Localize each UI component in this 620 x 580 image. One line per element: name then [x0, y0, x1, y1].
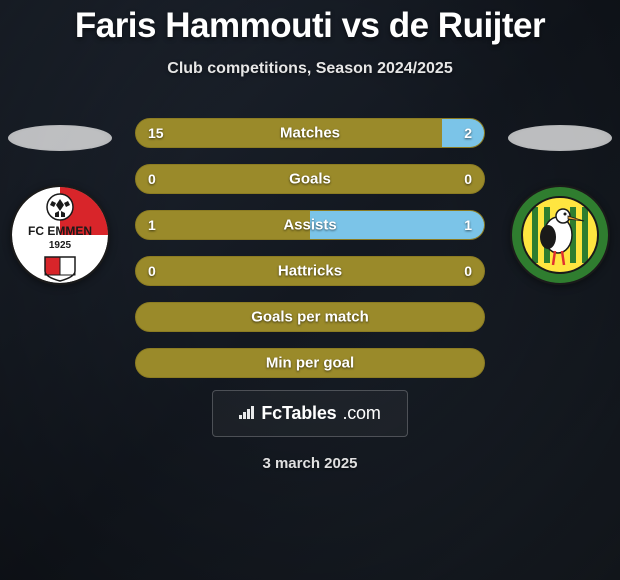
stat-label: Goals per match	[136, 309, 484, 326]
stat-row: 00Hattricks	[135, 256, 485, 286]
stat-row: Goals per match	[135, 302, 485, 332]
footer-brand: FcTables .com	[212, 390, 407, 437]
brand-name: FcTables	[261, 403, 336, 424]
left-club-crest: FC EMMEN 1925	[10, 185, 110, 285]
right-club-crest	[510, 185, 610, 285]
right-side	[500, 125, 620, 285]
brand-suffix: .com	[342, 403, 380, 424]
comparison-card: Faris Hammouti vs de Ruijter Club compet…	[0, 0, 620, 580]
footer-date: 3 march 2025	[262, 455, 357, 472]
stat-row: 11Assists	[135, 210, 485, 240]
stat-label: Min per goal	[136, 355, 484, 372]
stat-label: Goals	[136, 171, 484, 188]
card-content: Faris Hammouti vs de Ruijter Club compet…	[0, 0, 620, 580]
fc-emmen-crest-icon: FC EMMEN 1925	[10, 185, 110, 285]
emmen-year: 1925	[49, 240, 72, 251]
stat-row: Min per goal	[135, 348, 485, 378]
stat-row: 00Goals	[135, 164, 485, 194]
left-side: FC EMMEN 1925	[0, 125, 120, 285]
ado-den-haag-crest-icon	[510, 185, 610, 285]
stat-label: Hattricks	[136, 263, 484, 280]
left-player-photo-placeholder	[8, 125, 112, 151]
svg-text:FC EMMEN: FC EMMEN	[28, 224, 92, 238]
stat-label: Assists	[136, 217, 484, 234]
stat-label: Matches	[136, 125, 484, 142]
stat-row: 152Matches	[135, 118, 485, 148]
right-player-photo-placeholder	[508, 125, 612, 151]
stats-column: 152Matches 00Goals 11Assists 00Hattricks Goa…	[135, 118, 485, 378]
signal-icon	[239, 405, 255, 423]
subtitle: Club competitions, Season 2024/2025	[167, 60, 452, 78]
page-title: Faris Hammouti vs de Ruijter	[75, 6, 545, 46]
